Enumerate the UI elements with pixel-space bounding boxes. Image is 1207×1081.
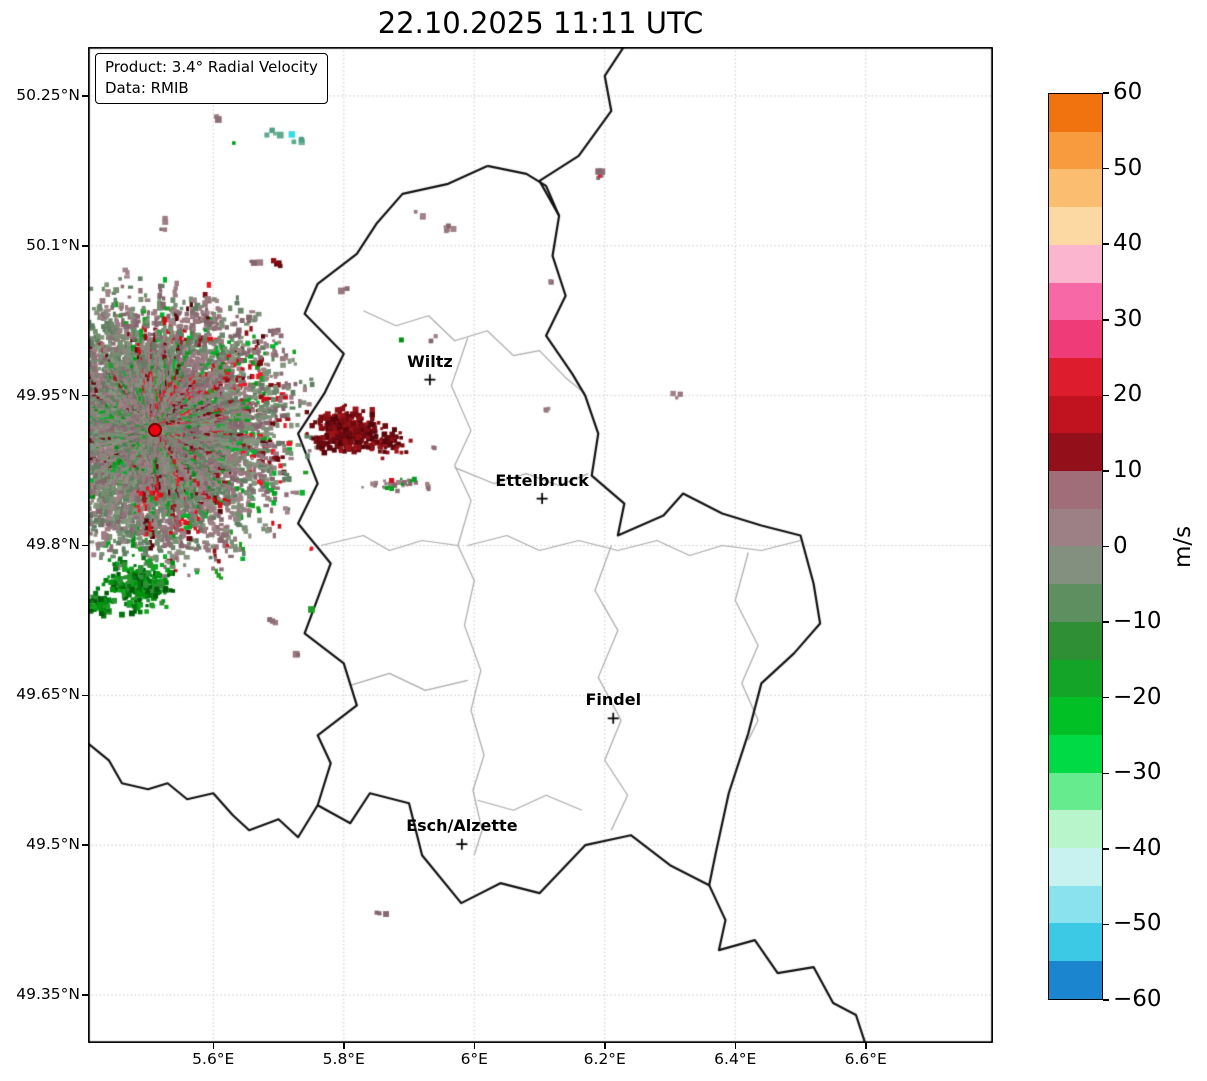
y-axis-tick-label: 50.25°N: [16, 85, 80, 104]
x-axis-tick-mark: [343, 1043, 345, 1049]
colorbar-tick-label: 20: [1113, 381, 1143, 408]
colorbar: [1048, 93, 1103, 1000]
colorbar-tick-label: −40: [1113, 834, 1162, 861]
colorbar-tick-label: −30: [1113, 759, 1162, 786]
colorbar-segment: [1049, 94, 1102, 132]
figure-title: 22.10.2025 11:11 UTC: [377, 6, 704, 40]
x-axis-tick-label: 5.8°E: [322, 1050, 365, 1068]
colorbar-segment: [1049, 131, 1102, 170]
y-axis-tick-label: 49.35°N: [16, 985, 80, 1004]
colorbar-tick-mark: [1103, 923, 1109, 926]
colorbar-tick-mark: [1103, 470, 1109, 472]
colorbar-tick-label: 10: [1113, 456, 1143, 483]
colorbar-segment: [1049, 772, 1102, 811]
colorbar-tick-mark: [1103, 394, 1109, 397]
colorbar-tick-mark: [1103, 92, 1109, 94]
radar-site-marker: [148, 422, 163, 437]
data-source-line: Data: RMIB: [105, 79, 189, 97]
colorbar-tick-label: 60: [1113, 79, 1143, 105]
colorbar-segment: [1049, 244, 1102, 283]
colorbar-segment: [1049, 734, 1102, 773]
y-axis-tick-mark: [82, 994, 88, 996]
colorbar-unit-label: m/s: [1170, 525, 1196, 568]
colorbar-segment: [1049, 169, 1102, 208]
colorbar-segment: [1049, 621, 1102, 660]
colorbar-tick-label: 40: [1113, 230, 1143, 257]
colorbar-segment: [1049, 697, 1102, 735]
y-axis-tick-mark: [82, 95, 88, 97]
colorbar-tick-mark: [1103, 621, 1109, 623]
colorbar-segment: [1049, 320, 1102, 358]
colorbar-tick-mark: [1103, 848, 1109, 850]
colorbar-tick-label: −10: [1113, 608, 1162, 635]
colorbar-segment: [1049, 810, 1102, 849]
colorbar-tick-label: 30: [1113, 305, 1143, 332]
colorbar-tick-label: −50: [1113, 910, 1162, 937]
colorbar-tick-mark: [1103, 167, 1109, 170]
x-axis-tick-label: 6.2°E: [583, 1050, 626, 1068]
x-axis-tick-mark: [865, 1043, 867, 1049]
colorbar-tick-mark: [1103, 243, 1109, 245]
y-axis-tick-label: 49.65°N: [16, 685, 80, 704]
x-axis-tick-mark: [734, 1043, 737, 1049]
colorbar-tick-mark: [1103, 319, 1109, 321]
x-axis-tick-label: 6°E: [460, 1050, 488, 1068]
colorbar-tick-mark: [1103, 772, 1109, 774]
colorbar-segment: [1049, 885, 1102, 924]
colorbar-segment: [1049, 207, 1102, 245]
colorbar-tick-mark: [1103, 545, 1109, 548]
product-info-line: Product: 3.4° Radial Velocity: [105, 58, 318, 76]
x-axis-tick-label: 5.6°E: [192, 1050, 235, 1068]
colorbar-segment: [1049, 961, 1102, 999]
colorbar-segment: [1049, 357, 1102, 396]
city-label: Esch/Alzette: [406, 816, 518, 836]
product-info-box: Product: 3.4° Radial Velocity Data: RMIB: [95, 53, 328, 104]
colorbar-segment: [1049, 471, 1102, 509]
x-axis-tick-label: 6.6°E: [844, 1050, 887, 1068]
y-axis-tick-mark: [82, 245, 88, 247]
y-axis-tick-label: 50.1°N: [26, 235, 80, 254]
colorbar-segment: [1049, 546, 1102, 585]
colorbar-tick-mark: [1103, 696, 1109, 699]
y-axis-tick-label: 49.95°N: [16, 385, 80, 404]
colorbar-segment: [1049, 395, 1102, 434]
x-axis-tick-mark: [473, 1043, 476, 1049]
colorbar-tick-label: −20: [1113, 683, 1162, 710]
colorbar-segment: [1049, 923, 1102, 962]
x-axis-tick-label: 6.4°E: [714, 1050, 757, 1068]
colorbar-segment: [1049, 282, 1102, 321]
colorbar-segment: [1049, 508, 1102, 547]
colorbar-segment: [1049, 584, 1102, 622]
city-label: Findel: [585, 690, 642, 710]
x-axis-tick-mark: [604, 1043, 606, 1049]
colorbar-segment: [1049, 659, 1102, 698]
colorbar-tick-label: 50: [1113, 154, 1143, 181]
city-label: Wiltz: [407, 351, 453, 371]
city-label: Ettelbruck: [495, 470, 589, 490]
y-axis-tick-mark: [82, 394, 88, 397]
y-axis-tick-mark: [82, 544, 88, 547]
radar-map-canvas: [88, 47, 993, 1043]
colorbar-tick-label: 0: [1113, 532, 1128, 559]
map-plot-area: Product: 3.4° Radial Velocity Data: RMIB…: [88, 47, 993, 1043]
y-axis-tick-mark: [82, 844, 88, 846]
colorbar-tick-mark: [1103, 999, 1109, 1001]
y-axis-tick-label: 49.5°N: [26, 835, 80, 854]
x-axis-tick-mark: [212, 1043, 215, 1049]
y-axis-tick-mark: [82, 694, 88, 697]
colorbar-tick-label: −60: [1113, 986, 1162, 1012]
y-axis-tick-label: 49.8°N: [26, 535, 80, 554]
colorbar-segment: [1049, 433, 1102, 472]
colorbar-segment: [1049, 848, 1102, 886]
